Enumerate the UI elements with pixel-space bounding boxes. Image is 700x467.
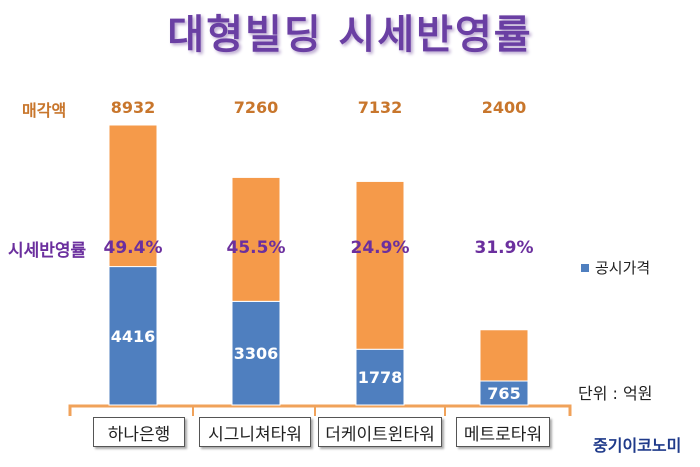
legend-label-official: 공시가격 — [595, 259, 651, 277]
legend-swatch — [581, 263, 589, 272]
bar-official-2 — [355, 348, 405, 406]
sale-row-label: 매각액 — [22, 101, 67, 120]
total-value-label-3: 2400 — [482, 98, 527, 117]
rate-row-label: 시세반영률 — [8, 241, 87, 261]
bar-official-1 — [231, 300, 281, 406]
bar-remainder-0 — [108, 124, 158, 268]
ratio-label-3: 31.9% — [475, 238, 534, 258]
official-value-label-1: 3306 — [234, 344, 279, 363]
ratio-label-2: 24.9% — [351, 238, 410, 258]
category-label-1: 시그니쳐타워 — [199, 417, 311, 447]
category-axis-bracket — [68, 404, 572, 416]
total-value-label-0: 8932 — [111, 98, 156, 117]
total-value-label-2: 7132 — [358, 98, 403, 117]
official-value-label-3: 765 — [487, 384, 520, 403]
bar-remainder-2 — [355, 180, 405, 350]
ratio-label-0: 49.4% — [104, 238, 163, 258]
category-label-2: 더케이트윈타워 — [318, 417, 442, 447]
bar-official-0 — [108, 266, 158, 406]
official-value-label-2: 1778 — [358, 368, 403, 387]
category-label-0: 하나은행 — [93, 417, 185, 447]
chart-title: 대형빌딩 시세반영률 — [167, 12, 533, 58]
bar-remainder-1 — [231, 176, 281, 302]
total-value-label-1: 7260 — [234, 98, 279, 117]
bar-remainder-3 — [479, 329, 529, 382]
category-label-3: 메트로타워 — [456, 417, 550, 447]
unit-label: 단위 : 억원 — [578, 384, 653, 403]
official-value-label-0: 4416 — [111, 327, 156, 346]
ratio-label-1: 45.5% — [227, 238, 286, 258]
source-label: 중기이코노미 — [593, 436, 682, 455]
legend: 공시가격 — [581, 257, 650, 278]
